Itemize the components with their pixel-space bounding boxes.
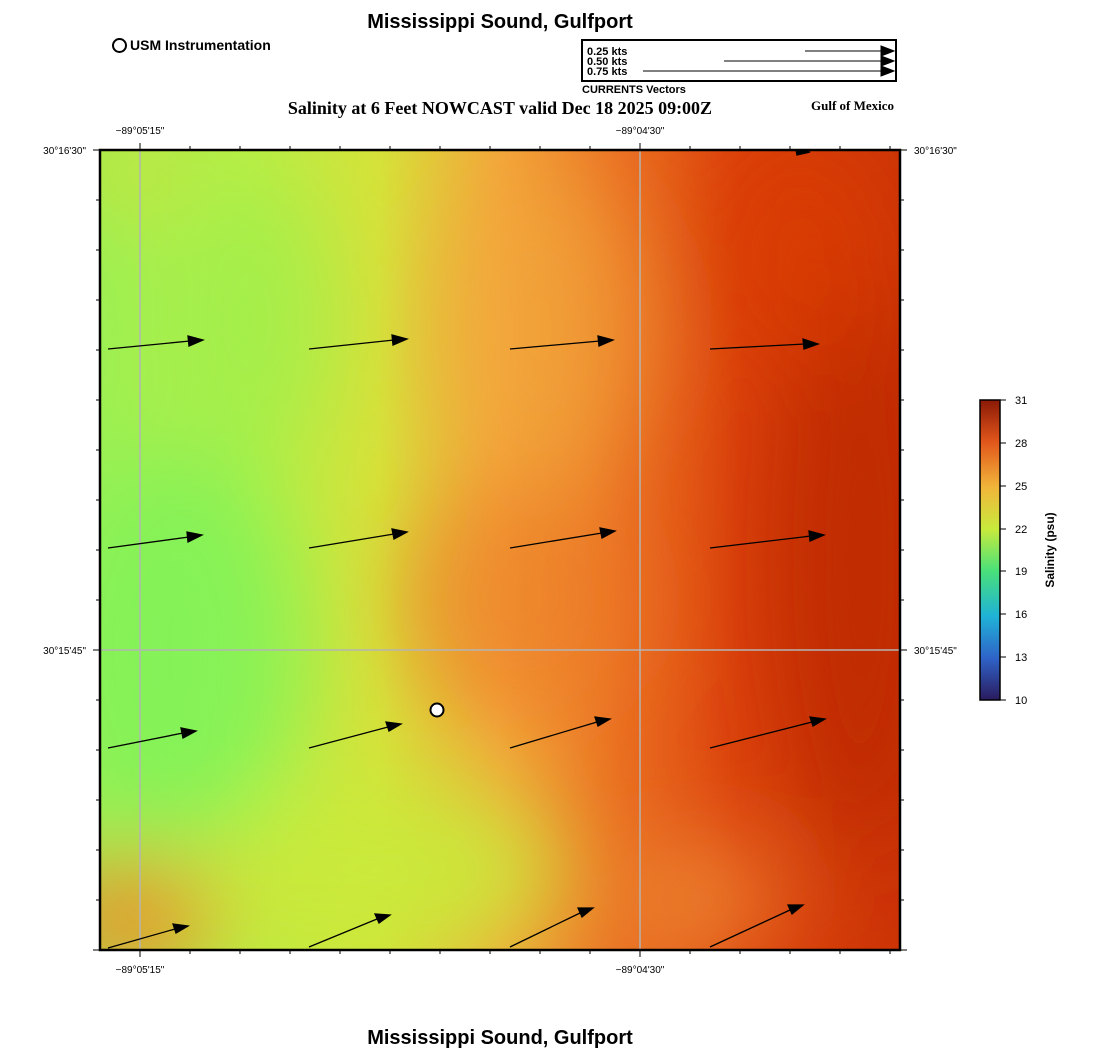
colorbar-tick-2: 28 <box>1015 438 1027 450</box>
colorbar: 31 28 25 22 19 16 13 10 Salinity (psu) <box>979 395 1057 707</box>
vector-legend-arrowhead-2 <box>880 55 895 67</box>
station-marker-icon <box>112 37 127 53</box>
lon-label-top-2: −89°04'30" <box>616 126 665 137</box>
colorbar-tick-7: 13 <box>1015 652 1027 664</box>
lon-label-top-1: −89°05'15" <box>116 126 165 137</box>
gridlines <box>100 150 900 950</box>
colorbar-tick-3: 25 <box>1015 481 1027 493</box>
vector-legend-label-3: 0.75 kts <box>587 66 628 78</box>
colorbar-label: Salinity (psu) <box>1043 512 1057 587</box>
region-label: Gulf of Mexico <box>811 98 895 113</box>
axis-labels: −89°05'15" −89°04'30" −89°05'15" −89°04'… <box>43 126 957 976</box>
lat-label-left-1: 30°16'30" <box>43 146 86 157</box>
vector-legend-label-2: 0.50 kts <box>587 56 628 68</box>
colorbar-ramp <box>979 399 1001 701</box>
lat-label-left-2: 30°15'45" <box>43 646 86 657</box>
colorbar-tick-8: 10 <box>1015 695 1027 707</box>
map-title: Mississippi Sound, Gulfport <box>367 11 633 33</box>
station-legend: USM Instrumentation <box>112 37 271 53</box>
vector-legend-arrowhead-1 <box>880 45 895 57</box>
vector-legend-caption: CURRENTS Vectors <box>582 84 686 96</box>
footer-title: Mississippi Sound, Gulfport <box>367 1027 633 1049</box>
station-legend-label: USM Instrumentation <box>130 37 271 53</box>
colorbar-tick-1: 31 <box>1015 395 1027 407</box>
vector-legend-arrows <box>643 45 895 77</box>
colorbar-tick-5: 19 <box>1015 566 1027 578</box>
map-subtitle: Salinity at 6 Feet NOWCAST valid Dec 18 … <box>287 98 713 118</box>
vector-legend-label-1: 0.25 kts <box>587 46 628 58</box>
lon-label-bottom-2: −89°04'30" <box>616 965 665 976</box>
current-vectors <box>107 149 827 949</box>
vector-legend: 0.25 kts 0.50 kts 0.75 kts <box>581 39 897 82</box>
lat-label-right-1: 30°16'30" <box>914 146 957 157</box>
map-ticks <box>93 143 907 957</box>
vector-legend-arrowhead-3 <box>880 65 895 77</box>
lat-label-right-2: 30°15'45" <box>914 646 957 657</box>
colorbar-tick-4: 22 <box>1015 524 1027 536</box>
colorbar-tick-6: 16 <box>1015 609 1027 621</box>
lon-label-bottom-1: −89°05'15" <box>116 965 165 976</box>
usm-station-marker[interactable] <box>429 702 445 718</box>
salinity-field <box>100 150 900 950</box>
